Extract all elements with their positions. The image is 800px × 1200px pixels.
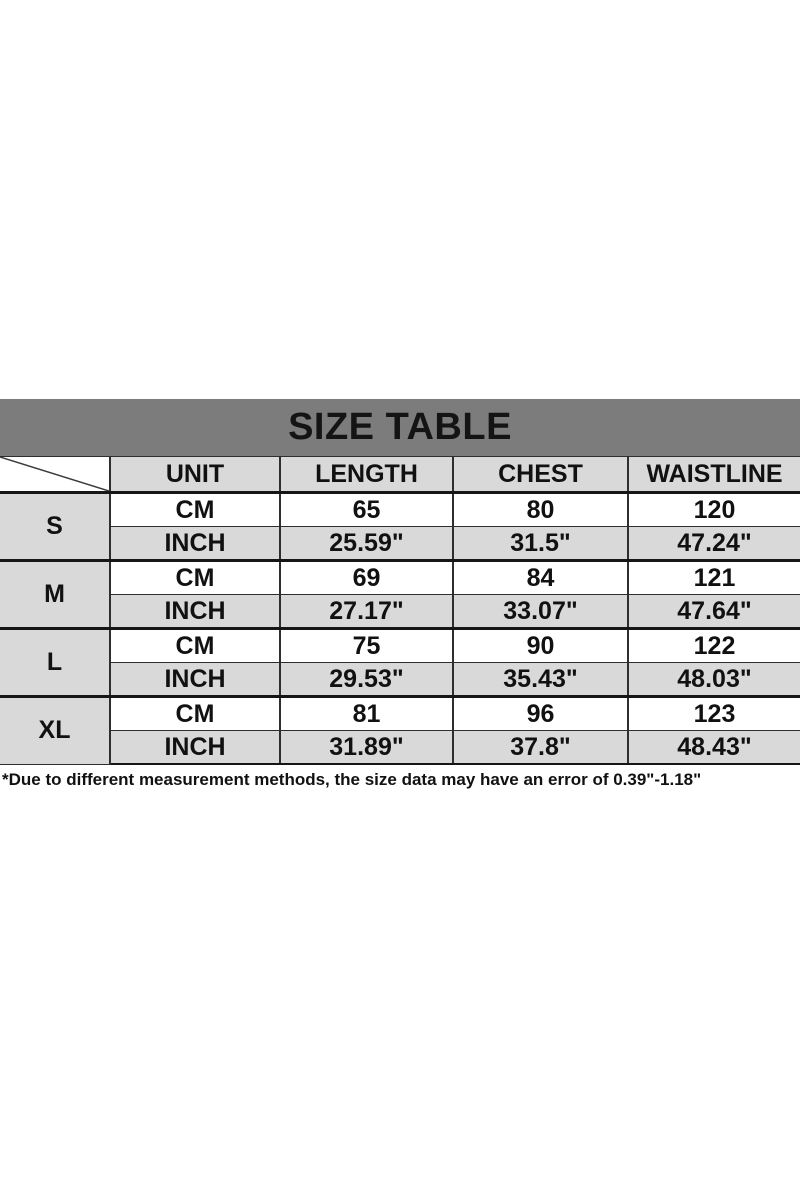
unit-cell: CM bbox=[109, 491, 281, 527]
table-row: INCH 25.59" 31.5" 47.24" bbox=[0, 526, 800, 561]
chest-cell: 90 bbox=[452, 627, 629, 663]
length-cell: 29.53" bbox=[279, 662, 454, 697]
waist-cell: 47.24" bbox=[627, 526, 800, 561]
waist-cell: 121 bbox=[627, 559, 800, 595]
chest-cell: 80 bbox=[452, 491, 629, 527]
chest-cell: 96 bbox=[452, 695, 629, 731]
column-header-length: LENGTH bbox=[279, 456, 454, 494]
length-cell: 81 bbox=[279, 695, 454, 731]
unit-cell: INCH bbox=[110, 526, 281, 561]
table-row: M CM 69 84 121 bbox=[0, 559, 800, 629]
chest-cell: 35.43" bbox=[452, 662, 629, 697]
chest-cell: 37.8" bbox=[452, 730, 629, 765]
corner-cell bbox=[0, 456, 111, 494]
length-cell: 75 bbox=[279, 627, 454, 663]
waist-cell: 48.03" bbox=[627, 662, 800, 697]
column-header-unit: UNIT bbox=[109, 456, 281, 494]
size-table: UNIT LENGTH CHEST WAISTLINE S CM 65 80 1… bbox=[0, 456, 800, 765]
unit-cell: CM bbox=[109, 627, 281, 663]
table-row: INCH 29.53" 35.43" 48.03" bbox=[0, 662, 800, 697]
waist-cell: 48.43" bbox=[627, 730, 800, 765]
length-cell: 65 bbox=[279, 491, 454, 527]
size-label-l: L bbox=[0, 627, 111, 697]
header-row: UNIT LENGTH CHEST WAISTLINE bbox=[0, 456, 800, 494]
chest-cell: 33.07" bbox=[452, 594, 629, 629]
table-row: INCH 31.89" 37.8" 48.43" bbox=[0, 730, 800, 765]
size-table-title: SIZE TABLE bbox=[288, 406, 512, 448]
size-label-s: S bbox=[0, 491, 111, 561]
unit-cell: INCH bbox=[110, 662, 281, 697]
unit-cell: CM bbox=[109, 559, 281, 595]
waist-cell: 123 bbox=[627, 695, 800, 731]
waist-cell: 122 bbox=[627, 627, 800, 663]
size-label-xl: XL bbox=[0, 695, 111, 765]
unit-cell: INCH bbox=[110, 730, 281, 765]
unit-cell: INCH bbox=[110, 594, 281, 629]
size-table-title-band: SIZE TABLE bbox=[0, 399, 800, 456]
unit-cell: CM bbox=[109, 695, 281, 731]
length-cell: 25.59" bbox=[279, 526, 454, 561]
length-cell: 69 bbox=[279, 559, 454, 595]
chest-cell: 84 bbox=[452, 559, 629, 595]
waist-cell: 47.64" bbox=[627, 594, 800, 629]
column-header-waistline: WAISTLINE bbox=[627, 456, 800, 494]
table-row: S CM 65 80 120 bbox=[0, 491, 800, 561]
chest-cell: 31.5" bbox=[452, 526, 629, 561]
waist-cell: 120 bbox=[627, 491, 800, 527]
size-label-m: M bbox=[0, 559, 111, 629]
measurement-disclaimer: *Due to different measurement methods, t… bbox=[2, 770, 702, 789]
size-chart: SIZE TABLE UNIT LENGTH CHEST WAISTLIN bbox=[0, 399, 800, 790]
length-cell: 31.89" bbox=[279, 730, 454, 765]
column-header-chest: CHEST bbox=[452, 456, 629, 494]
length-cell: 27.17" bbox=[279, 594, 454, 629]
table-row: XL CM 81 96 123 bbox=[0, 695, 800, 765]
table-row: INCH 27.17" 33.07" 47.64" bbox=[0, 594, 800, 629]
diagonal-slash-icon bbox=[0, 457, 108, 491]
table-row: L CM 75 90 122 bbox=[0, 627, 800, 697]
